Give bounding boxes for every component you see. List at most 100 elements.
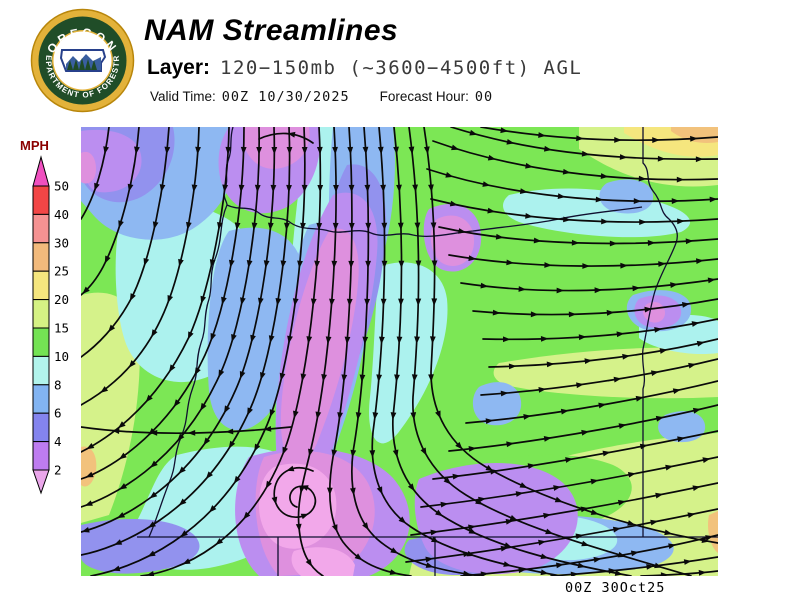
streamline-arrowhead	[632, 285, 641, 292]
streamline-arrowhead	[451, 144, 460, 151]
legend-segment	[32, 327, 50, 357]
streamline-arrowhead	[635, 395, 644, 402]
streamline-arrowhead	[425, 556, 434, 563]
streamline-map	[81, 127, 718, 576]
streamline-arrowhead	[393, 146, 399, 155]
legend-tick-label: 6	[54, 406, 62, 421]
streamline-arrowhead	[390, 412, 397, 420]
streamline-arrowhead	[268, 335, 275, 344]
wind-fill-region	[291, 547, 355, 576]
streamline-arrowhead	[286, 184, 292, 193]
streamline-path	[81, 127, 291, 556]
streamline-arrowhead	[508, 363, 517, 370]
streamline-arrowhead	[134, 146, 140, 155]
streamline-arrowhead	[397, 222, 404, 231]
streamline-arrowhead	[590, 478, 599, 485]
wind-fill-region	[81, 518, 200, 574]
streamline-arrowhead	[695, 156, 704, 163]
streamline-arrowhead	[590, 509, 599, 515]
streamline-arrowhead	[275, 297, 282, 306]
streamline-arrowhead	[690, 135, 698, 142]
streamline-arrowhead	[263, 425, 272, 432]
layer-value: 120−150mb (~3600−4500ft) AGL	[220, 57, 583, 79]
streamline-arrowhead	[503, 542, 513, 548]
streamline-arrowhead	[254, 443, 261, 452]
streamline-arrowhead	[565, 457, 574, 463]
streamline-arrowhead	[94, 182, 100, 191]
streamline-arrowhead	[151, 329, 158, 338]
streamline-arrowhead	[355, 412, 362, 420]
streamline-path	[408, 127, 692, 576]
streamline-arrowhead	[257, 297, 264, 306]
streamline-arrowhead	[469, 129, 478, 136]
streamline-arrowhead	[362, 146, 369, 155]
streamline-arrowhead	[119, 483, 128, 490]
streamline-arrowhead	[455, 441, 463, 450]
streamline-arrowhead	[658, 261, 666, 267]
streamline-arrowhead	[644, 306, 653, 313]
streamline-arrowhead	[215, 538, 224, 546]
streamline-arrowhead	[563, 216, 571, 223]
legend-segment	[32, 185, 50, 215]
streamline-arrowhead	[478, 496, 486, 503]
streamline-arrowhead	[344, 336, 351, 345]
streamline-arrowhead	[86, 443, 95, 450]
streamline-arrowhead	[540, 569, 549, 576]
streamline-arrowhead	[650, 519, 659, 526]
streamline-arrowhead	[149, 491, 158, 499]
streamline-arrowhead	[562, 168, 571, 175]
streamline-path	[81, 127, 170, 358]
streamline-arrowhead	[209, 505, 217, 513]
streamline-arrowhead	[286, 146, 293, 155]
streamline-arrowhead	[329, 298, 335, 307]
streamline-arrowhead	[217, 221, 223, 230]
streamline-arrowhead	[354, 553, 363, 561]
streamline-arrowhead	[581, 150, 590, 157]
streamline-arrowhead	[349, 487, 356, 496]
streamline-arrowhead	[530, 311, 539, 318]
streamline-arrowhead	[443, 477, 452, 485]
streamline-arrowhead	[398, 298, 404, 307]
valid-time-row: Valid Time: 00Z 10/30/2025 Forecast Hour…	[150, 89, 493, 105]
streamline-arrowhead	[187, 331, 194, 340]
streamline-arrowhead	[84, 500, 93, 506]
streamline-arrowhead	[668, 543, 677, 550]
streamline-arrowhead	[707, 277, 716, 284]
streamline-arrowhead	[613, 376, 622, 383]
streamline-arrowhead	[305, 558, 313, 567]
streamline-arrowhead	[468, 524, 476, 531]
streamline-arrowhead	[538, 132, 546, 138]
streamline-arrowhead	[654, 326, 663, 333]
streamline-arrowhead	[267, 222, 274, 231]
streamline-arrowhead	[300, 373, 307, 382]
streamline-arrowhead	[173, 399, 181, 408]
streamline-arrowhead	[128, 360, 136, 368]
streamline-arrowhead	[525, 162, 534, 169]
streamline-path	[297, 127, 337, 576]
streamline-arrowhead	[145, 394, 153, 403]
streamline-arrowhead	[164, 146, 171, 155]
streamline-arrowhead	[149, 429, 158, 436]
streamline-arrowhead	[525, 212, 533, 219]
streamline-arrowhead	[414, 222, 421, 231]
streamline-arrowhead	[676, 176, 685, 183]
streamline-arrowhead	[480, 282, 489, 289]
streamline-arrowhead	[234, 222, 241, 231]
streamline-arrowhead	[500, 545, 509, 552]
streamline-arrowhead	[117, 512, 126, 519]
streamline-arrowhead	[500, 390, 509, 397]
streamline-arrowhead	[111, 428, 120, 434]
streamline-arrowhead	[129, 293, 136, 302]
streamline-path	[432, 430, 718, 480]
streamline-arrowhead	[381, 260, 388, 269]
streamline-arrowhead	[581, 540, 590, 547]
forecast-hour-value: 00	[474, 89, 494, 105]
streamline-arrowhead	[316, 146, 323, 155]
streamline-arrowhead	[348, 222, 355, 231]
streamline-arrowhead	[698, 569, 707, 576]
streamline-arrowhead	[655, 492, 664, 499]
streamline-arrowhead	[571, 239, 580, 246]
streamline-arrowhead	[228, 440, 236, 449]
legend-segment	[32, 384, 50, 414]
streamline-arrowhead	[557, 193, 566, 200]
